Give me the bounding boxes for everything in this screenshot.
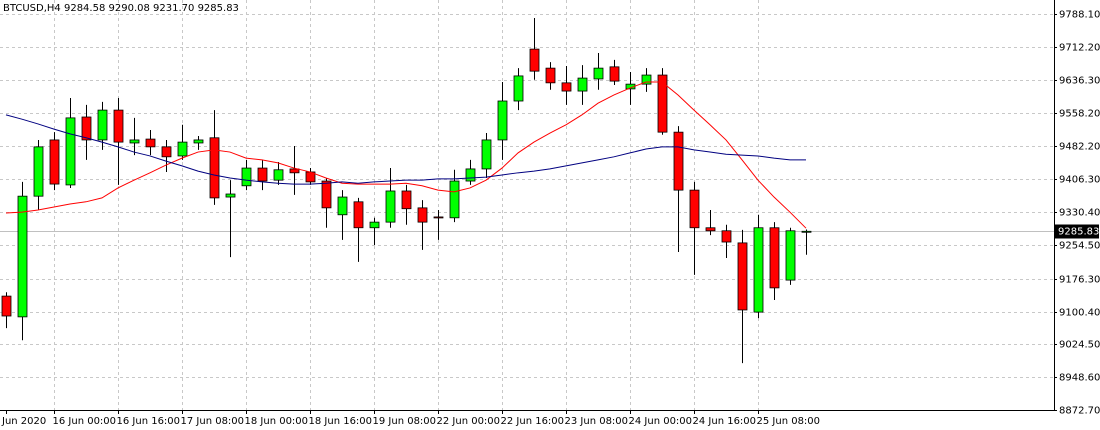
x-tick-label: 23 Jun 08:00 (565, 416, 629, 427)
candle-body (401, 190, 412, 210)
candle-body (337, 196, 348, 216)
y-tick-label: 9100.40 (1059, 308, 1100, 319)
candle-body (177, 141, 188, 157)
candle-body (433, 216, 444, 219)
candle-body (17, 195, 28, 318)
x-tick-label: 16 Jun 16:00 (117, 416, 181, 427)
candle-body (209, 137, 220, 199)
candle-body (801, 230, 812, 233)
candle-body (193, 139, 204, 144)
x-tick-label: 24 Jun 00:00 (629, 416, 693, 427)
x-tick-label: 18 Jun 00:00 (245, 416, 309, 427)
candle-body (385, 190, 396, 223)
y-tick-label: 9712.20 (1059, 43, 1100, 54)
y-tick-label: 9176.30 (1059, 275, 1100, 286)
moving-average (5, 81, 807, 229)
candle-body (49, 139, 60, 185)
y-tick-label: 9788.10 (1059, 10, 1100, 21)
candle-body (561, 82, 572, 92)
candle-body (241, 167, 252, 187)
candle-body (33, 146, 44, 197)
x-tick-label: 25 Jun 08:00 (757, 416, 821, 427)
plot (1, 17, 812, 364)
candle-body (689, 189, 700, 229)
y-tick-label: 9636.30 (1059, 76, 1100, 87)
candle-body (257, 167, 268, 182)
candle-body (145, 138, 156, 148)
candle-body (129, 139, 140, 144)
candle-body (289, 168, 300, 174)
candle-body (417, 207, 428, 223)
candle-body (577, 77, 588, 92)
candle-body (673, 131, 684, 191)
x-tick-label: 17 Jun 08:00 (181, 416, 245, 427)
x-tick-label: 19 Jun 08:00 (373, 416, 437, 427)
candle-body (449, 180, 460, 219)
candle-body (273, 169, 284, 181)
candle-body (1, 295, 12, 317)
x-tick-label: Jun 2020 (1, 416, 46, 427)
candle-body (545, 67, 556, 84)
candle-body (785, 230, 796, 281)
candle-body (609, 66, 620, 82)
x-tick-label: 22 Jun 16:00 (501, 416, 565, 427)
candle-body (721, 230, 732, 243)
candle-body (97, 109, 108, 141)
candle-body (657, 74, 668, 133)
y-tick-label: 9482.20 (1059, 142, 1100, 153)
candle-body (225, 193, 236, 198)
candle-body (481, 139, 492, 170)
y-tick-label: 8872.70 (1059, 406, 1100, 417)
y-tick-label: 9254.50 (1059, 241, 1100, 252)
x-tick-label: 18 Jun 16:00 (309, 416, 373, 427)
y-tick-label: 9330.40 (1059, 208, 1100, 219)
candle-body (81, 116, 92, 141)
candle-body (465, 168, 476, 182)
candle-body (769, 227, 780, 289)
y-tick-label: 9024.50 (1059, 340, 1100, 351)
candle-body (737, 242, 748, 311)
candle-body (369, 221, 380, 229)
y-tick-label: 9558.20 (1059, 109, 1100, 120)
candle-body (353, 201, 364, 229)
x-tick-label: 22 Jun 00:00 (437, 416, 501, 427)
candle-body (753, 227, 764, 313)
candle-body (113, 109, 124, 143)
moving-average (5, 114, 806, 185)
last-price-label: 9285.83 (1058, 227, 1099, 238)
x-tick-label: 16 Jun 00:00 (53, 416, 117, 427)
chart-title: BTCUSD,H4 9284.58 9290.08 9231.70 9285.8… (3, 3, 239, 14)
candle-body (497, 100, 508, 141)
last-price-box (1055, 224, 1099, 239)
candle-body (705, 227, 716, 232)
candle-body (593, 67, 604, 80)
y-tick-label: 9406.30 (1059, 175, 1100, 186)
y-tick-label: 8948.60 (1059, 373, 1100, 384)
x-tick-label: 24 Jun 16:00 (693, 416, 757, 427)
candle-body (161, 146, 172, 158)
candle-body (529, 48, 540, 72)
candle-body (641, 74, 652, 85)
candle-body (513, 75, 524, 102)
candle-body (65, 117, 76, 186)
candle-body (321, 180, 332, 209)
